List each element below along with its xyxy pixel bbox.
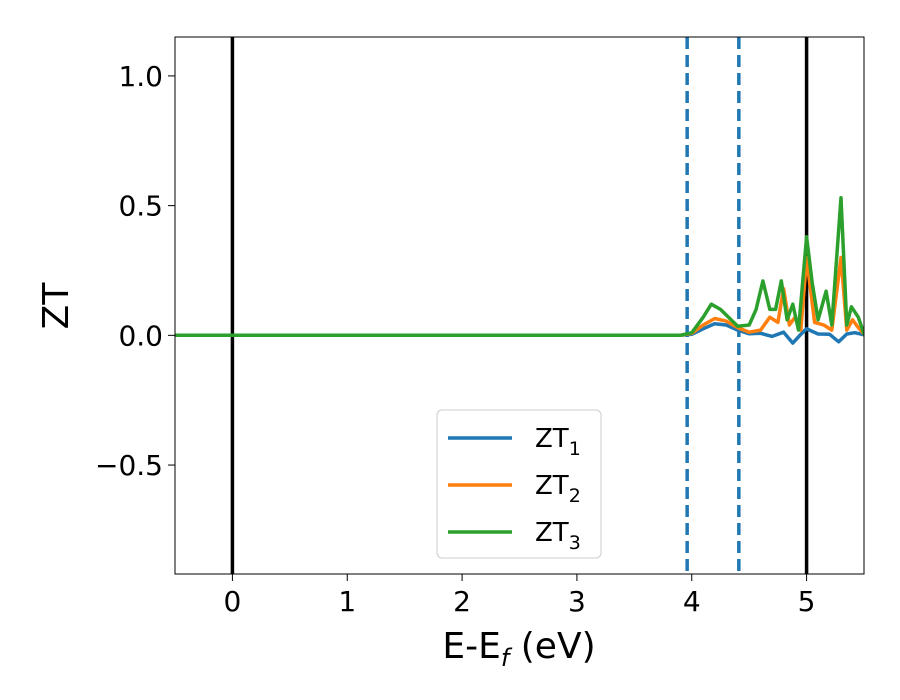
legend: ZT1 ZT2 ZT3 [436,409,602,559]
series-lines [175,196,864,345]
vertical-lines [230,37,809,574]
x-tick-label: 3 [568,585,586,618]
y-axis: −0.5 0.0 0.5 1.0 [95,60,175,482]
x-tick-label: 0 [224,585,242,618]
y-tick-label: 0.0 [118,319,163,352]
x-axis-title: E-Ef (eV) [442,626,595,672]
x-tick-label: 2 [453,585,471,618]
legend-label-zt3: ZT3 [535,518,581,554]
y-axis-title: ZT [36,282,77,330]
y-tick-label: 1.0 [118,60,163,93]
x-tick-label: 4 [683,585,701,618]
legend-box [436,409,602,559]
x-tick-label: 5 [798,585,816,618]
y-tick-label: 0.5 [118,190,163,223]
plot-frame [174,36,865,575]
legend-label-zt1: ZT1 [535,424,581,460]
legend-label-zt2: ZT2 [535,471,581,507]
x-axis: 0 1 2 3 4 5 [224,574,816,618]
y-tick-label: −0.5 [95,449,163,482]
series-line-zt1 [175,321,864,345]
x-tick-label: 1 [338,585,356,618]
series-line-zt3 [175,196,864,338]
